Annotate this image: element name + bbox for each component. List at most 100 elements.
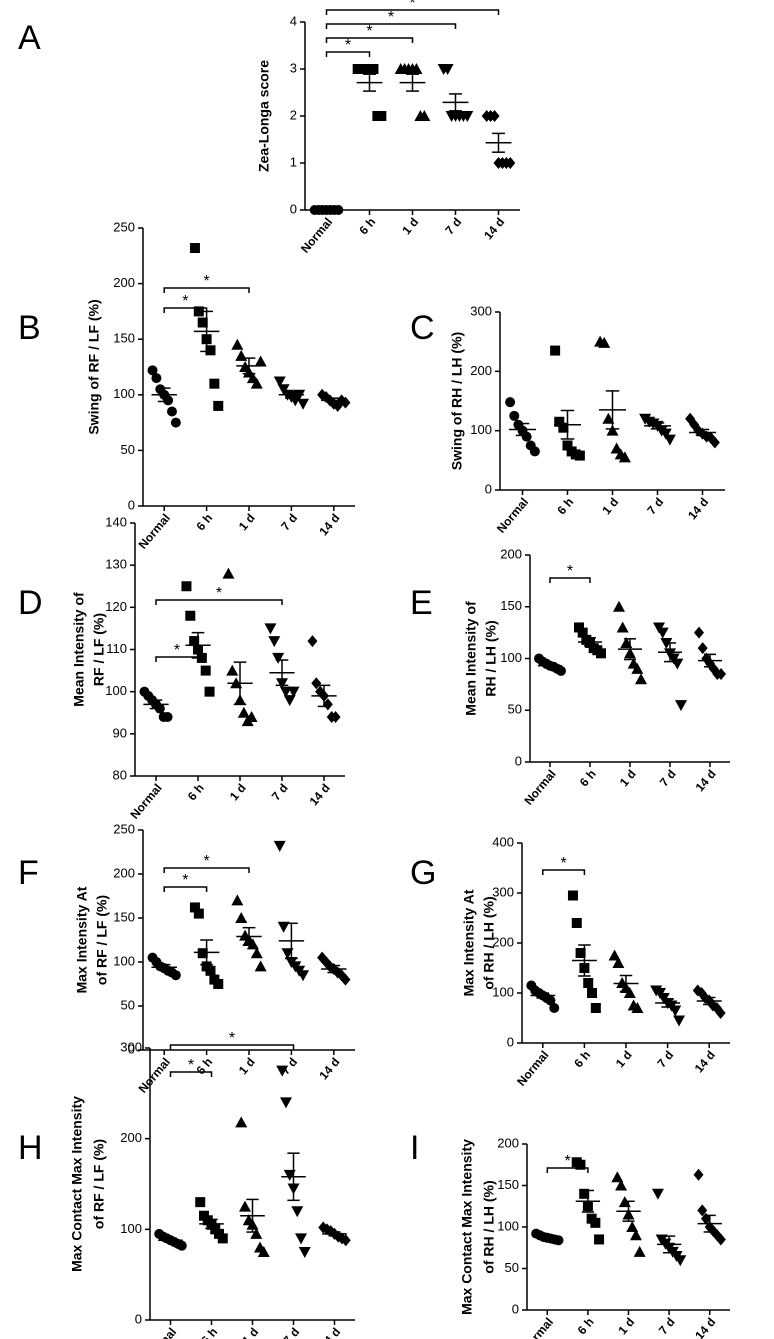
x-tick-label: 1 d <box>399 215 421 237</box>
significance-bracket <box>163 307 208 313</box>
point <box>297 970 310 982</box>
panel-label: I <box>410 1129 419 1167</box>
x-tick-label: 7 d <box>278 511 300 533</box>
x-tick-label: 14 d <box>693 767 719 794</box>
point <box>254 960 267 972</box>
x-tick-label: 6 h <box>185 781 207 803</box>
point <box>231 338 244 350</box>
y-tick-label: 0 <box>128 1041 135 1056</box>
y-tick-label: 100 <box>105 683 127 698</box>
point <box>716 668 726 681</box>
x-tick-label: Normal <box>127 781 164 822</box>
y-tick-label: 200 <box>470 363 492 378</box>
point <box>246 938 259 950</box>
y-tick-label: 200 <box>113 865 135 880</box>
point <box>615 1179 628 1191</box>
point <box>272 652 285 664</box>
significance-bracket <box>155 599 283 605</box>
point <box>521 431 532 442</box>
significance-label: * <box>564 1153 570 1170</box>
x-tick-label: Normal <box>142 1325 179 1339</box>
point <box>509 410 520 421</box>
significance-bracket <box>549 577 591 583</box>
x-tick-label: Normal <box>521 767 558 808</box>
point <box>281 948 294 960</box>
y-tick-label: 100 <box>500 650 522 665</box>
significance-bracket <box>325 9 500 15</box>
point <box>489 110 500 122</box>
x-tick-label: Normal <box>514 1048 551 1089</box>
point <box>322 698 333 711</box>
point <box>231 894 244 906</box>
point <box>189 243 200 254</box>
point <box>715 1007 726 1019</box>
point <box>612 957 625 968</box>
x-tick-label: 1 d <box>617 767 639 789</box>
point <box>307 635 318 648</box>
point <box>340 396 351 409</box>
y-tick-label: 200 <box>500 546 522 561</box>
panel-label: H <box>18 1129 43 1167</box>
point <box>277 921 290 933</box>
x-tick-label: 14 d <box>692 1048 718 1075</box>
significance-bracket <box>325 23 457 29</box>
point <box>626 1221 639 1232</box>
point <box>238 1200 251 1212</box>
significance-bracket <box>155 656 199 662</box>
point <box>213 400 224 411</box>
point <box>170 970 181 981</box>
significance-label: * <box>560 855 566 872</box>
point <box>694 626 704 639</box>
point <box>250 947 263 959</box>
point <box>283 695 296 707</box>
point <box>697 1204 708 1217</box>
y-tick-label: 150 <box>113 331 135 346</box>
point <box>181 581 192 592</box>
y-tick-label: 120 <box>105 599 127 614</box>
x-tick-label: 7 d <box>656 1315 678 1337</box>
point <box>613 600 625 612</box>
x-tick-label: 7 d <box>654 1048 676 1070</box>
panel-label: F <box>18 854 39 892</box>
point <box>611 1171 624 1183</box>
y-tick-label: 200 <box>492 934 514 949</box>
significance-bracket <box>325 37 414 43</box>
point <box>574 622 584 633</box>
significance-label: * <box>182 872 188 889</box>
point <box>631 1002 644 1013</box>
y-tick-label: 80 <box>113 767 127 782</box>
point <box>209 378 220 389</box>
significance-label: * <box>366 23 372 40</box>
significance-bracket <box>325 51 371 57</box>
x-tick-label: 1 d <box>599 495 621 517</box>
point <box>376 111 387 121</box>
panel-label: G <box>410 854 436 892</box>
y-axis-label: Swing of RH / LH (%) <box>449 332 465 470</box>
point <box>558 422 569 433</box>
y-tick-label: 150 <box>500 598 522 613</box>
y-tick-label: 4 <box>290 13 297 28</box>
point <box>273 840 286 852</box>
point <box>163 395 174 406</box>
point <box>567 890 578 901</box>
point <box>693 1168 704 1181</box>
significance-bracket <box>163 886 208 892</box>
y-tick-label: 3 <box>290 60 297 75</box>
point <box>616 621 629 633</box>
x-tick-label: 7 d <box>442 215 464 237</box>
point <box>505 157 516 169</box>
panel-label: E <box>410 584 433 622</box>
point <box>579 1188 590 1199</box>
y-tick-label: 110 <box>106 641 127 656</box>
point <box>213 979 224 989</box>
panel-label: B <box>18 309 41 347</box>
y-tick-label: 100 <box>497 1218 519 1233</box>
significance-bracket <box>169 1044 295 1050</box>
point <box>673 1015 686 1027</box>
y-tick-label: 100 <box>113 953 135 968</box>
y-tick-label: 0 <box>515 753 522 768</box>
y-axis-label: of RH / LH (%) <box>481 1180 497 1273</box>
x-tick-label: 7 d <box>269 781 291 803</box>
x-tick-label: Normal <box>519 1315 556 1339</box>
point <box>257 1246 270 1257</box>
